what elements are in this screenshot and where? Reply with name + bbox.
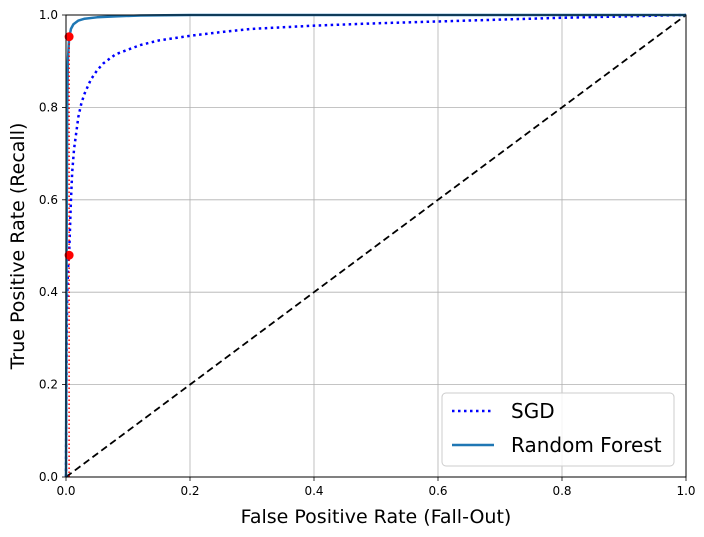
markers-layer bbox=[64, 32, 74, 477]
diagonal-line bbox=[65, 14, 687, 478]
x-tick-label: 0.2 bbox=[180, 484, 199, 498]
x-tick-label: 0.8 bbox=[552, 484, 571, 498]
x-tick-label: 0.0 bbox=[56, 484, 75, 498]
y-tick-label: 1.0 bbox=[39, 8, 58, 22]
y-tick-label: 0.6 bbox=[39, 193, 58, 207]
x-axis-ticks: 0.0 0.2 0.4 0.6 0.8 1.0 bbox=[56, 477, 696, 498]
legend-box bbox=[441, 392, 675, 467]
y-tick-label: 0.8 bbox=[39, 100, 58, 114]
legend-sgd-label: SGD bbox=[511, 399, 555, 423]
grid bbox=[65, 14, 687, 478]
plot-frame bbox=[65, 14, 687, 478]
x-tick-label: 0.4 bbox=[304, 484, 323, 498]
threshold-marker bbox=[64, 250, 74, 260]
x-tick-label: 1.0 bbox=[676, 484, 695, 498]
legend: SGD Random Forest bbox=[441, 392, 675, 467]
x-tick-label: 0.6 bbox=[428, 484, 447, 498]
legend-random-forest-label: Random Forest bbox=[511, 433, 662, 457]
y-tick-label: 0.0 bbox=[39, 470, 58, 484]
y-axis-title: True Positive Rate (Recall) bbox=[7, 123, 29, 371]
y-axis-ticks: 0.0 0.2 0.4 0.6 0.8 1.0 bbox=[39, 8, 66, 484]
y-tick-label: 0.4 bbox=[39, 285, 58, 299]
x-axis-title: False Positive Rate (Fall-Out) bbox=[241, 506, 512, 528]
threshold-marker bbox=[64, 32, 74, 42]
y-tick-label: 0.2 bbox=[39, 378, 58, 392]
